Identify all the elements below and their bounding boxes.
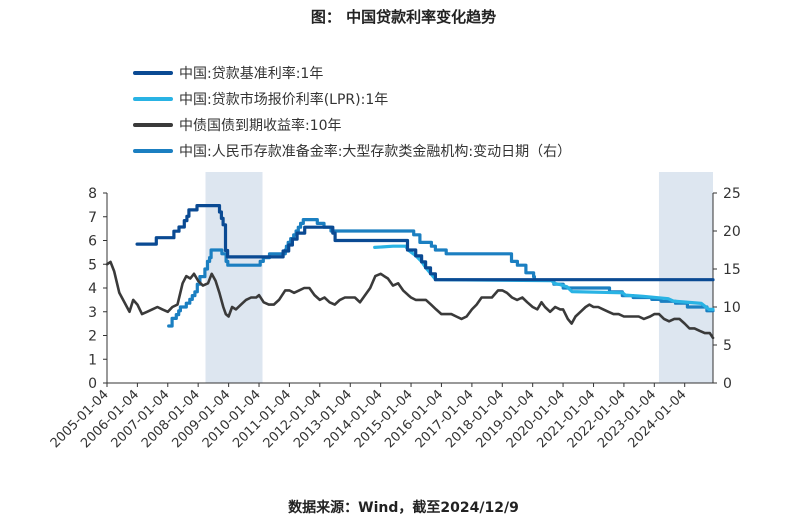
y-tick-right-label: 5	[723, 338, 732, 354]
legend-item-benchmark: 中国:贷款基准利率:1年	[133, 60, 571, 86]
y-tick-left-label: 8	[88, 186, 97, 202]
y-tick-left-label: 7	[88, 210, 97, 226]
legend-item-rrr: 中国:人民币存款准备金率:大型存款类金融机构:变动日期（右）	[133, 138, 571, 164]
y-tick-left-label: 6	[88, 234, 97, 250]
shaded-regions	[205, 172, 713, 383]
y-tick-left-label: 4	[88, 281, 97, 297]
data-source-note: 数据来源：Wind，截至2024/12/9	[288, 500, 519, 516]
legend-item-bond: 中债国债到期收益率:10年	[133, 112, 571, 138]
legend-label-bond: 中债国债到期收益率:10年	[179, 118, 342, 134]
legend-item-lpr: 中国:贷款市场报价利率(LPR):1年	[133, 86, 571, 112]
legend-swatch-rrr	[133, 149, 173, 153]
legend-label-benchmark: 中国:贷款基准利率:1年	[179, 66, 324, 82]
y-tick-right-label: 15	[723, 262, 741, 278]
chart-title: 图： 中国贷款利率变化趋势	[310, 8, 497, 26]
series-line-bond	[105, 260, 715, 340]
chart-series	[105, 204, 715, 340]
y-tick-left-label: 5	[88, 257, 97, 273]
y-tick-left-label: 1	[88, 352, 97, 368]
y-tick-right-label: 25	[723, 186, 741, 202]
series-line-lpr	[373, 244, 715, 311]
legend-label-rrr: 中国:人民币存款准备金率:大型存款类金融机构:变动日期（右）	[179, 144, 572, 160]
legend-label-lpr: 中国:贷款市场报价利率(LPR):1年	[179, 92, 389, 108]
chart-axes	[103, 192, 717, 387]
legend-swatch-benchmark	[133, 71, 173, 75]
legend-swatch-lpr	[133, 97, 173, 101]
legend-swatch-bond	[133, 123, 173, 127]
y-tick-right-label: 10	[723, 300, 741, 316]
series-line-benchmark	[135, 204, 715, 282]
chart-legend: 中国:贷款基准利率:1年 中国:贷款市场报价利率(LPR):1年 中债国债到期收…	[133, 60, 571, 164]
y-tick-left-label: 0	[88, 376, 97, 392]
tick-labels: 01234567805101520252005-01-042006-01-042…	[48, 186, 741, 451]
y-tick-right-label: 0	[723, 376, 732, 392]
y-tick-left-label: 2	[88, 329, 97, 345]
y-tick-left-label: 3	[88, 305, 97, 321]
shaded-period-1	[658, 172, 713, 383]
y-tick-right-label: 20	[723, 224, 741, 240]
